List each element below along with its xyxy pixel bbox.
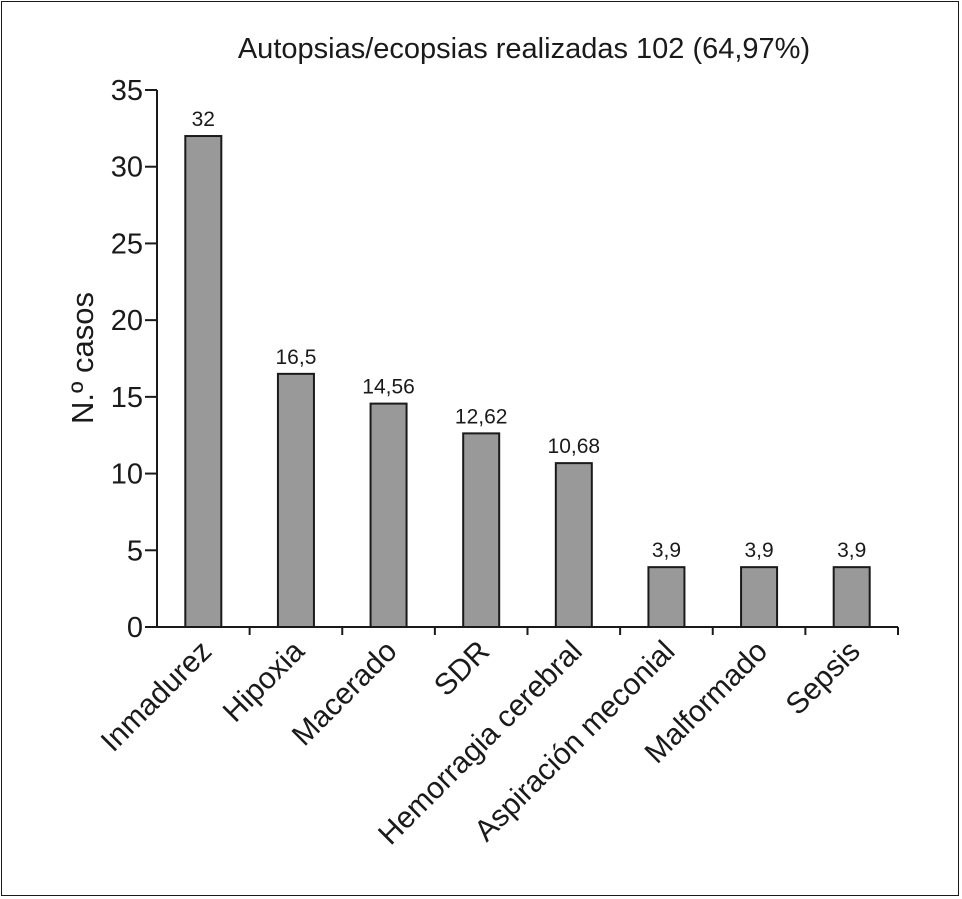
y-tick-label: 10 bbox=[111, 459, 143, 491]
chart-title: Autopsias/ecopsias realizadas 102 (64,97… bbox=[238, 33, 810, 65]
bar bbox=[554, 462, 593, 628]
y-tick-label: 15 bbox=[111, 382, 143, 414]
bar bbox=[369, 402, 408, 628]
bar bbox=[832, 566, 871, 628]
axes bbox=[145, 89, 899, 635]
data-label: 3,9 bbox=[652, 539, 681, 562]
y-axis-label: N.º casos bbox=[65, 292, 100, 424]
y-tick-label: 30 bbox=[111, 152, 143, 184]
y-tick-label: 20 bbox=[111, 305, 143, 337]
data-label: 14,56 bbox=[362, 376, 415, 399]
data-label: 16,5 bbox=[276, 346, 317, 369]
bar bbox=[462, 432, 501, 628]
y-tick-label: 0 bbox=[127, 612, 143, 644]
y-tick-label: 5 bbox=[127, 535, 143, 567]
bar bbox=[184, 135, 223, 628]
bars bbox=[184, 135, 871, 629]
x-tick-label: SDR bbox=[428, 635, 496, 703]
x-tick-label: Inmadurez bbox=[95, 635, 219, 759]
data-label: 3,9 bbox=[837, 539, 866, 562]
y-tick-label: 35 bbox=[111, 75, 143, 107]
bar bbox=[740, 566, 779, 628]
x-tick-label: Hipoxia bbox=[217, 634, 311, 728]
y-tick-label: 25 bbox=[111, 228, 143, 260]
x-tick-label: Sepsis bbox=[780, 635, 867, 722]
data-label: 10,68 bbox=[548, 435, 601, 458]
data-label: 3,9 bbox=[744, 539, 773, 562]
bar bbox=[276, 372, 315, 629]
data-label: 32 bbox=[192, 108, 215, 131]
data-labels: 32 16,5 14,56 12,62 10,68 3,9 3,9 3,9 bbox=[192, 108, 867, 562]
data-label: 12,62 bbox=[455, 405, 508, 428]
bar bbox=[647, 566, 686, 628]
